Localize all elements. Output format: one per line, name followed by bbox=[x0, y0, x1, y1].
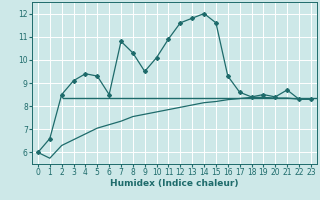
X-axis label: Humidex (Indice chaleur): Humidex (Indice chaleur) bbox=[110, 179, 239, 188]
